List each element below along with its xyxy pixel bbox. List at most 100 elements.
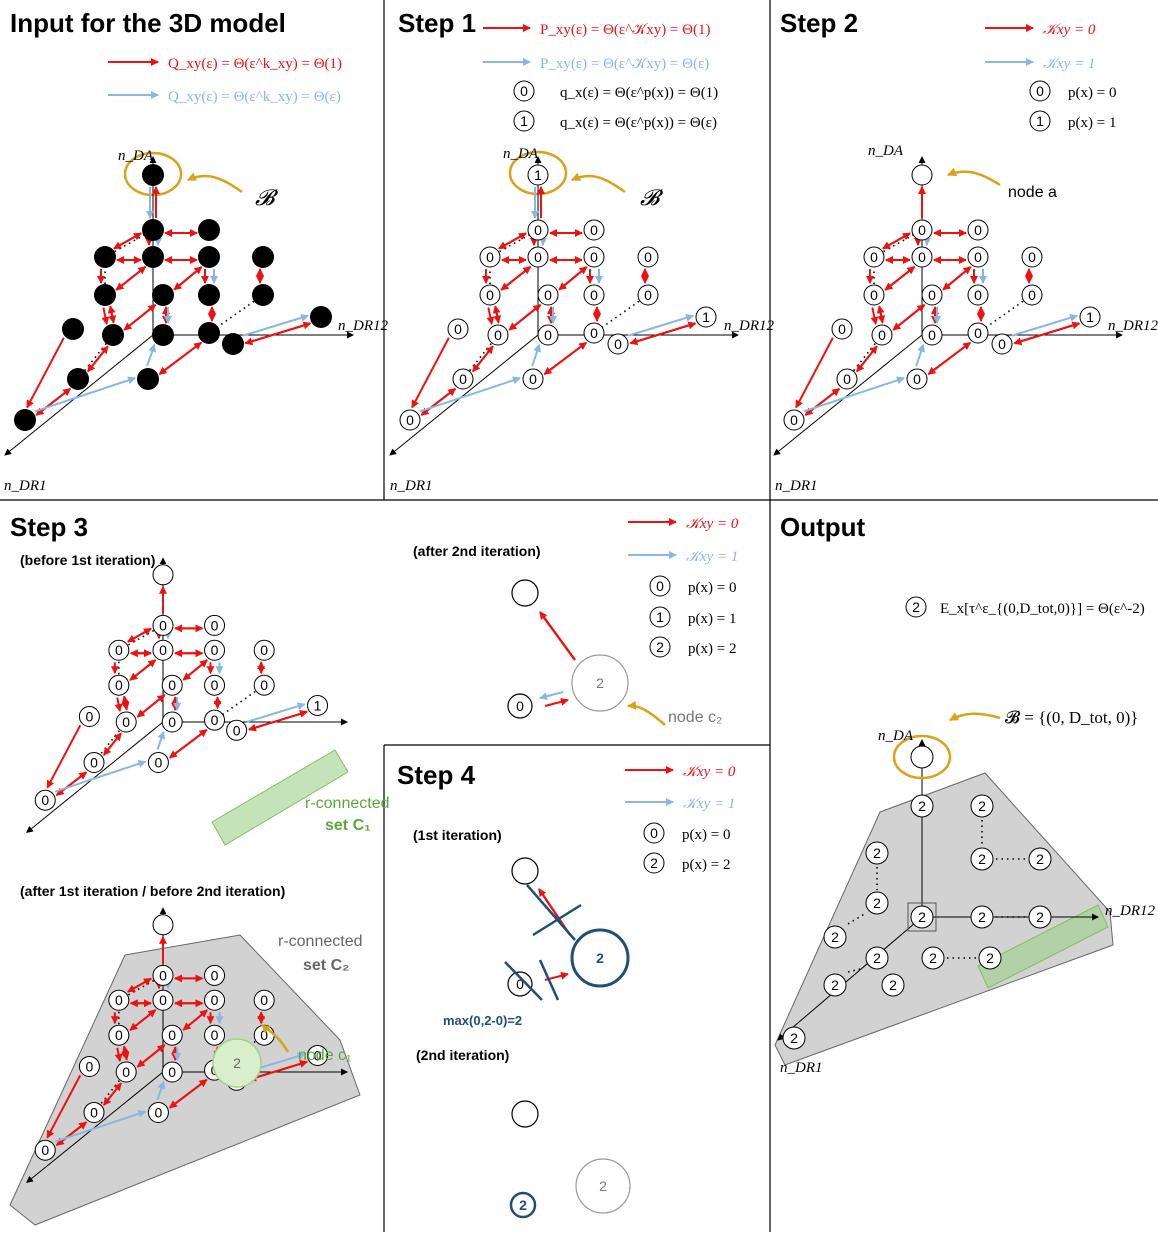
- lattice-node: [161, 711, 183, 733]
- lattice-node: [310, 306, 332, 328]
- output-b-set: 𝓑 = {(0, D_tot, 0)}: [1005, 708, 1138, 727]
- output-node: [865, 891, 889, 915]
- output-node: [910, 794, 934, 818]
- svg-text:0: 0: [260, 1027, 268, 1043]
- lattice-node: [583, 284, 605, 306]
- lattice-node: [137, 368, 159, 390]
- axis-label: n_DR12: [1108, 318, 1158, 334]
- node-c1-label: node c₁: [298, 1047, 351, 1064]
- axis-label: n_DR12: [1105, 903, 1155, 919]
- set-c1-line2: set C₁: [325, 817, 371, 834]
- svg-text:0: 0: [90, 754, 98, 770]
- lattice-step3-before: 0 00 0 0 00 0 0 010 0 0 000 00: [26, 557, 349, 846]
- svg-text:0: 0: [838, 321, 846, 337]
- svg-text:2: 2: [912, 599, 920, 615]
- output-node: [978, 946, 1002, 970]
- svg-text:0: 0: [974, 325, 982, 341]
- lattice-node: [108, 674, 130, 696]
- step2-legend-0: p(x) = 0: [1068, 85, 1116, 101]
- svg-text:2: 2: [986, 950, 994, 966]
- lattice-node: [152, 914, 174, 936]
- svg-text:0: 0: [168, 1064, 176, 1080]
- step4-legend-0: p(x) = 0: [682, 827, 730, 843]
- lattice-node: [108, 639, 130, 661]
- step2-legend-1: p(x) = 1: [1068, 115, 1116, 131]
- output-node: [782, 1026, 806, 1050]
- lattice-node: [115, 1061, 137, 1083]
- svg-text:0: 0: [211, 617, 219, 633]
- lattice-node: [83, 1101, 105, 1123]
- svg-text:0: 0: [1028, 287, 1036, 303]
- svg-text:0: 0: [520, 83, 528, 99]
- lattice-node: [204, 639, 226, 661]
- step1-title: Step 1: [398, 8, 476, 38]
- svg-text:0: 0: [913, 371, 921, 387]
- svg-text:2: 2: [929, 950, 937, 966]
- svg-text:2: 2: [978, 798, 986, 814]
- svg-text:1: 1: [534, 167, 542, 183]
- lattice-node: [204, 964, 226, 986]
- step4-legend-2: p(x) = 2: [682, 857, 730, 873]
- axis-label: n_DR1: [4, 478, 47, 494]
- step4-second-iteration: (2nd iteration): [416, 1047, 509, 1063]
- lattice-node: [583, 246, 605, 268]
- lattice-node: [831, 318, 853, 340]
- step1-legend-0: q_x(ε) = Θ(ε^p(x)) = Θ(1): [560, 85, 718, 101]
- step4-first-iteration: (1st iteration): [413, 827, 502, 843]
- lattice-node: [911, 219, 933, 241]
- svg-text:2: 2: [1036, 851, 1044, 867]
- output-node: [1028, 905, 1052, 929]
- step2-legend-red: 𝒦xy = 0: [1043, 22, 1096, 38]
- svg-text:0: 0: [928, 327, 936, 343]
- node-c2-label: node c₂: [668, 709, 722, 726]
- lattice-node: [537, 324, 559, 346]
- lattice-node: [198, 322, 220, 344]
- output-node: [970, 847, 994, 871]
- lattice-node: [222, 333, 244, 355]
- svg-text:2: 2: [831, 929, 839, 945]
- svg-text:1: 1: [314, 697, 322, 713]
- svg-text:0: 0: [155, 1104, 163, 1120]
- svg-text:1: 1: [520, 113, 528, 129]
- lattice-node: [198, 246, 220, 268]
- lattice-node: [198, 284, 220, 306]
- lattice-node: [161, 674, 183, 696]
- lattice-node: [152, 639, 174, 661]
- svg-text:0: 0: [644, 287, 652, 303]
- lattice-node: [583, 322, 605, 344]
- lattice-node: [695, 306, 717, 328]
- svg-text:2: 2: [831, 977, 839, 993]
- lattice-node: [152, 324, 174, 346]
- lattice-node: [637, 284, 659, 306]
- lattice-node: [34, 1139, 56, 1161]
- lattice-node: [67, 368, 89, 390]
- lattice-node: [522, 368, 544, 390]
- svg-text:0: 0: [974, 287, 982, 303]
- node-c1: [212, 1038, 262, 1088]
- svg-text:2: 2: [650, 855, 658, 871]
- axis-label: n_DR1: [775, 478, 818, 494]
- svg-text:0: 0: [870, 287, 878, 303]
- lattice-node: [14, 409, 36, 431]
- svg-text:0: 0: [168, 714, 176, 730]
- lattice-node: [967, 284, 989, 306]
- lattice-node: [152, 564, 174, 586]
- lattice-node: [863, 246, 885, 268]
- lattice-node: [102, 324, 124, 346]
- lattice-node: [967, 246, 989, 268]
- svg-text:0: 0: [486, 249, 494, 265]
- axis-label: n_DA: [878, 728, 914, 744]
- svg-text:0: 0: [494, 327, 502, 343]
- step2-legend-blue: 𝒦xy = 1: [1043, 56, 1095, 72]
- lattice-node: [204, 1024, 226, 1046]
- svg-text:0: 0: [260, 642, 268, 658]
- output-node: [865, 946, 889, 970]
- svg-text:0: 0: [544, 287, 552, 303]
- lattice-node: [108, 1024, 130, 1046]
- lattice-node: [479, 246, 501, 268]
- lattice-node: [537, 284, 559, 306]
- lattice-node: [253, 639, 275, 661]
- svg-text:0: 0: [529, 371, 537, 387]
- step3-legend-1: p(x) = 1: [688, 611, 736, 627]
